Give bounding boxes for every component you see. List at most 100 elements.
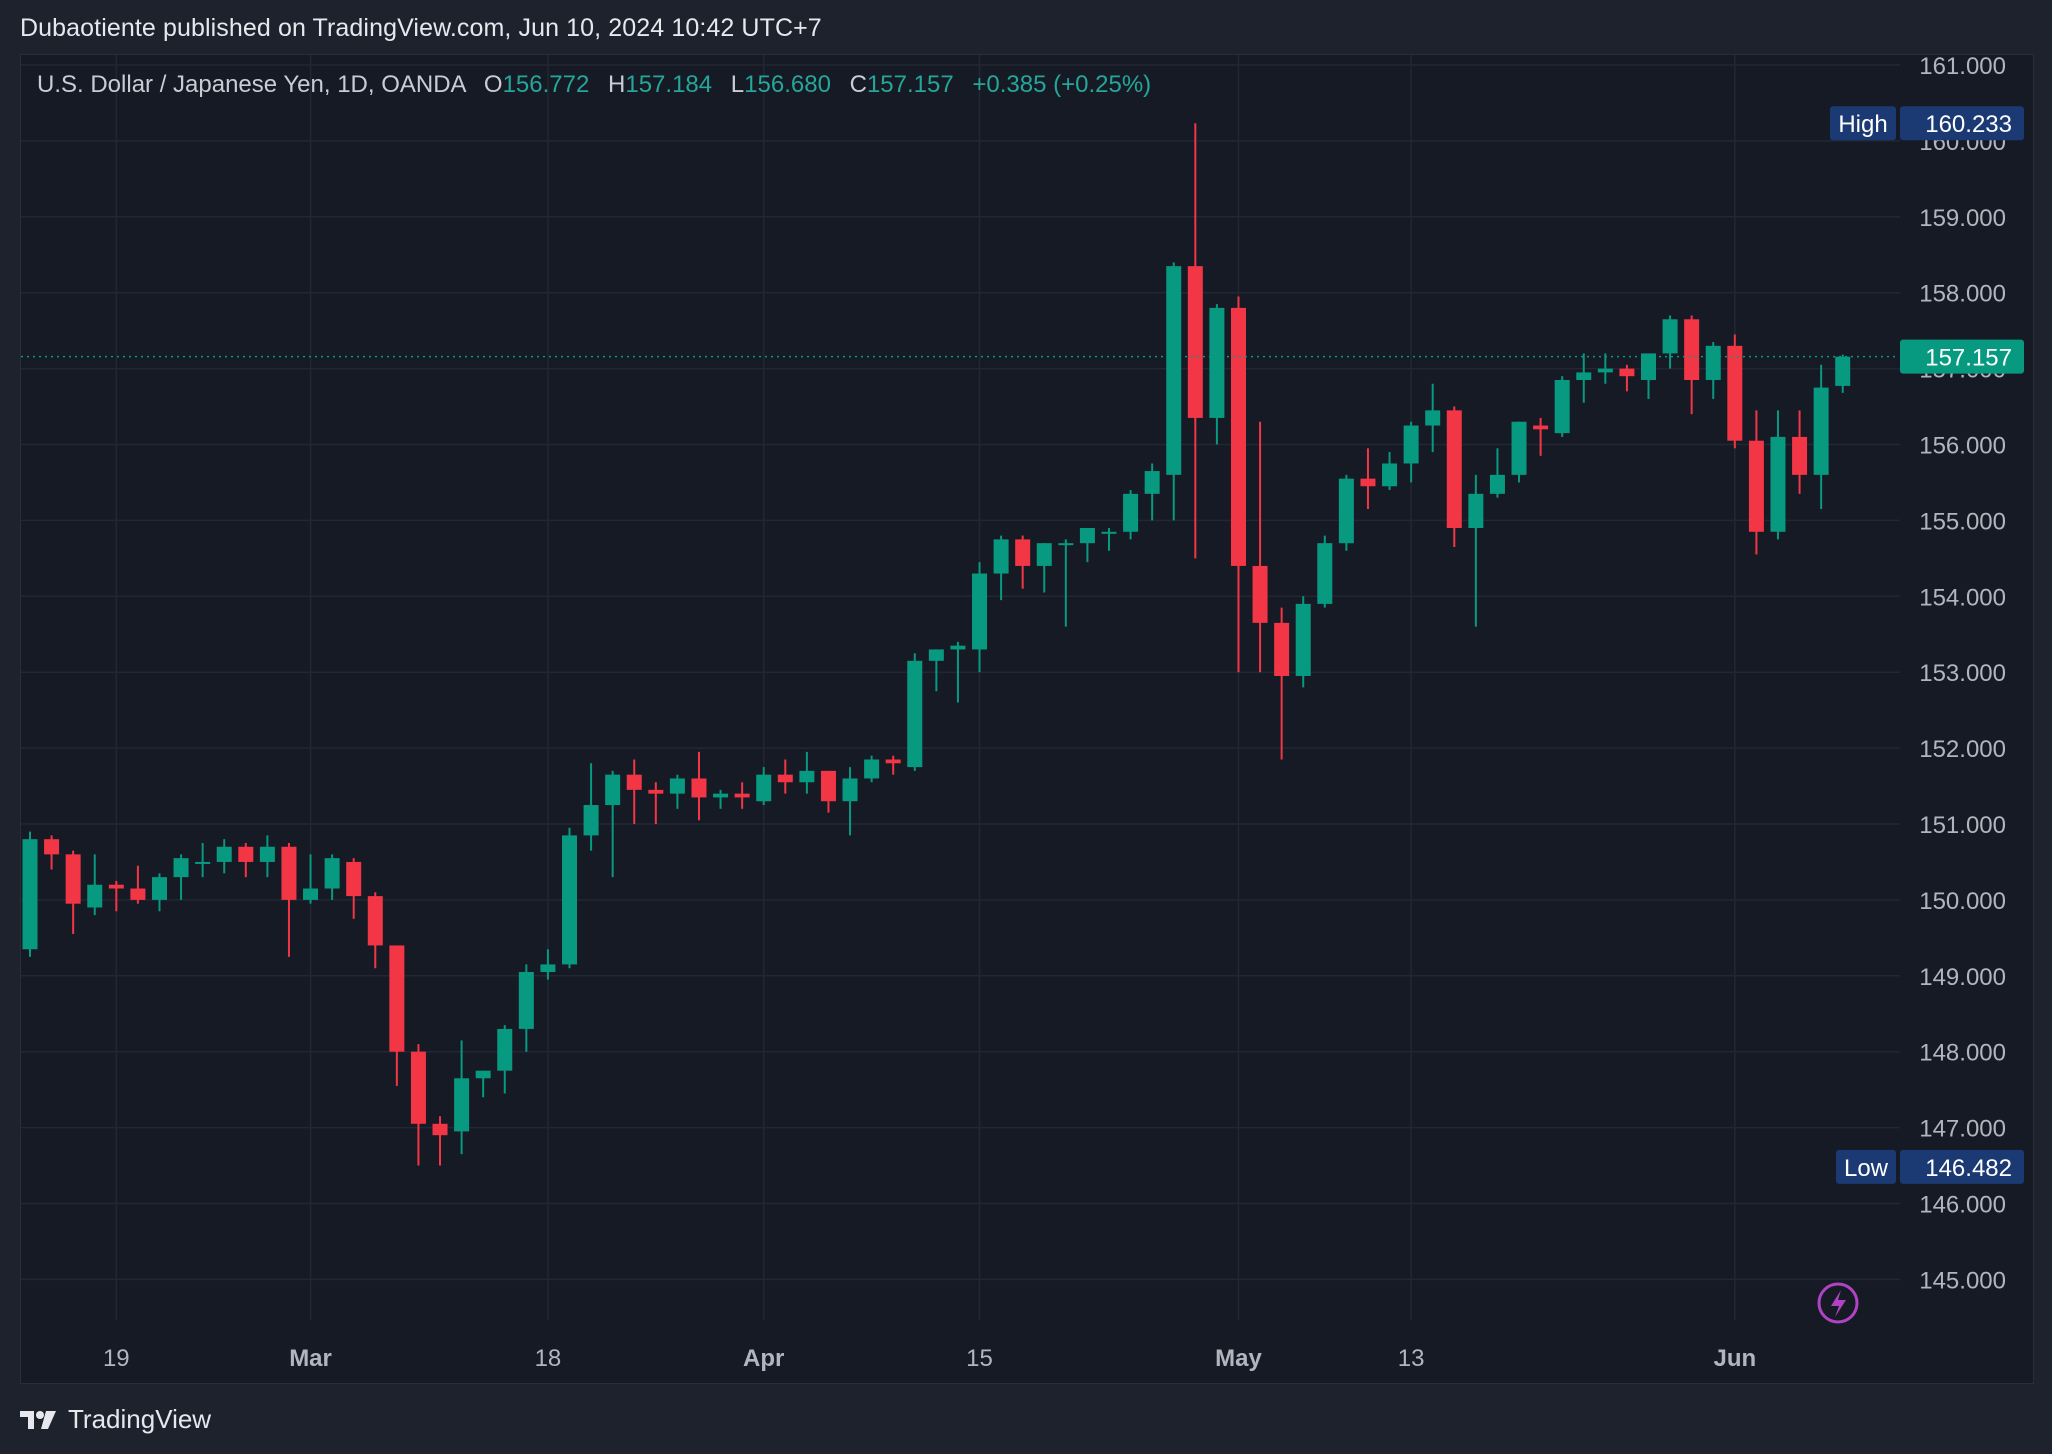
price-tick-label: 155.000 bbox=[1919, 508, 2006, 535]
candle-body bbox=[713, 793, 729, 798]
candle bbox=[432, 1116, 448, 1166]
candle bbox=[756, 767, 772, 806]
candle bbox=[864, 755, 880, 783]
price-tick-label: 153.000 bbox=[1919, 660, 2006, 687]
candle bbox=[1662, 315, 1678, 369]
candle bbox=[583, 763, 599, 851]
symbol-title: U.S. Dollar / Japanese Yen, 1D, OANDA bbox=[37, 71, 466, 98]
candle bbox=[950, 641, 966, 703]
candle bbox=[1554, 376, 1570, 437]
candle bbox=[367, 892, 383, 969]
candle bbox=[518, 964, 534, 1052]
candle-body bbox=[1187, 266, 1203, 418]
candle-body bbox=[22, 839, 38, 950]
candle bbox=[1317, 535, 1333, 608]
price-tick-label: 150.000 bbox=[1919, 888, 2006, 915]
date-tick-label: Mar bbox=[289, 1345, 332, 1372]
time-axis: 19 Mar 18 Apr 15 May 13 Jun bbox=[103, 1345, 1756, 1372]
candle bbox=[1360, 448, 1376, 510]
candle bbox=[1187, 123, 1203, 559]
candle-body bbox=[195, 861, 211, 864]
candle bbox=[777, 759, 793, 794]
candle-body bbox=[518, 972, 534, 1029]
open-value: 156.772 bbox=[502, 71, 590, 98]
date-tick-label: May bbox=[1215, 1345, 1262, 1372]
footer[interactable]: TradingView bbox=[20, 1404, 211, 1435]
candle bbox=[303, 854, 319, 904]
candle bbox=[669, 774, 685, 809]
candle-body bbox=[540, 964, 556, 973]
candle bbox=[1835, 354, 1851, 393]
candle bbox=[820, 770, 836, 813]
candle bbox=[108, 880, 124, 912]
candle bbox=[540, 949, 556, 980]
candle-body bbox=[1533, 425, 1549, 430]
price-tick-label: 148.000 bbox=[1919, 1040, 2006, 1067]
price-tick-label: 154.000 bbox=[1919, 584, 2006, 611]
candle-body bbox=[1252, 565, 1268, 623]
candle-body bbox=[497, 1028, 513, 1071]
candle-body bbox=[1338, 478, 1354, 544]
candle-body bbox=[1641, 353, 1656, 380]
price-tick-label: 158.000 bbox=[1919, 281, 2006, 308]
high-badge-label-box bbox=[1830, 106, 1896, 141]
candle bbox=[497, 1025, 513, 1094]
candle bbox=[1015, 535, 1031, 589]
candle bbox=[1101, 527, 1117, 551]
brand-name: TradingView bbox=[68, 1404, 212, 1434]
chart-frame[interactable] bbox=[20, 54, 2034, 1384]
candle-body bbox=[87, 884, 103, 908]
candle-body bbox=[1360, 478, 1376, 487]
candle bbox=[1058, 539, 1074, 627]
candle bbox=[1382, 452, 1398, 491]
candle bbox=[1792, 410, 1808, 494]
price-tick-label: 145.000 bbox=[1919, 1267, 2006, 1294]
date-tick-label: 15 bbox=[966, 1345, 993, 1372]
candle bbox=[1274, 607, 1290, 760]
candle-body bbox=[1597, 368, 1613, 373]
candle-body bbox=[1101, 531, 1117, 534]
candle-body bbox=[1554, 379, 1570, 434]
date-tick-label: 19 bbox=[103, 1345, 130, 1372]
candle bbox=[1684, 315, 1700, 415]
candle-body bbox=[648, 789, 664, 794]
candle-body bbox=[475, 1070, 491, 1079]
candle bbox=[475, 1070, 491, 1098]
high-badge-value: 160.233 bbox=[1925, 111, 2012, 138]
candle-body bbox=[1230, 307, 1246, 566]
candle-body bbox=[432, 1123, 448, 1136]
candle bbox=[1123, 490, 1139, 540]
price-axis: 145.000 146.000 147.000 148.000 149.000 150.0… bbox=[1919, 53, 2006, 1294]
candle bbox=[410, 1044, 426, 1166]
candle bbox=[993, 535, 1009, 601]
high-badge: High 160.233 bbox=[1830, 106, 2024, 141]
candle bbox=[907, 653, 923, 771]
price-tick-label: 159.000 bbox=[1919, 205, 2006, 232]
candle bbox=[1533, 417, 1549, 456]
price-badges: High 160.233 Low 146.482 157.157 bbox=[1830, 106, 2024, 1184]
lightning-icon[interactable] bbox=[1817, 1282, 1859, 1324]
candle-body bbox=[324, 858, 340, 889]
candles bbox=[22, 123, 1851, 1166]
price-tick-label: 156.000 bbox=[1919, 433, 2006, 460]
high-value: 157.184 bbox=[625, 71, 713, 98]
candle-body bbox=[864, 759, 880, 779]
candle-body bbox=[1489, 474, 1505, 494]
close-label: C bbox=[849, 71, 867, 98]
candle bbox=[1705, 342, 1721, 399]
candle-body bbox=[669, 778, 685, 794]
candle bbox=[151, 873, 167, 912]
candle bbox=[1576, 353, 1592, 403]
candle bbox=[1295, 596, 1311, 688]
candle bbox=[1619, 364, 1635, 392]
candle-body bbox=[1446, 410, 1462, 528]
candle bbox=[562, 827, 577, 969]
candle bbox=[1748, 410, 1764, 555]
candle-body bbox=[216, 846, 232, 862]
candle-body bbox=[1209, 307, 1225, 418]
candle-body bbox=[1748, 440, 1764, 532]
candle bbox=[1641, 353, 1656, 399]
candle-body bbox=[1123, 493, 1139, 532]
candle-body bbox=[928, 649, 944, 661]
